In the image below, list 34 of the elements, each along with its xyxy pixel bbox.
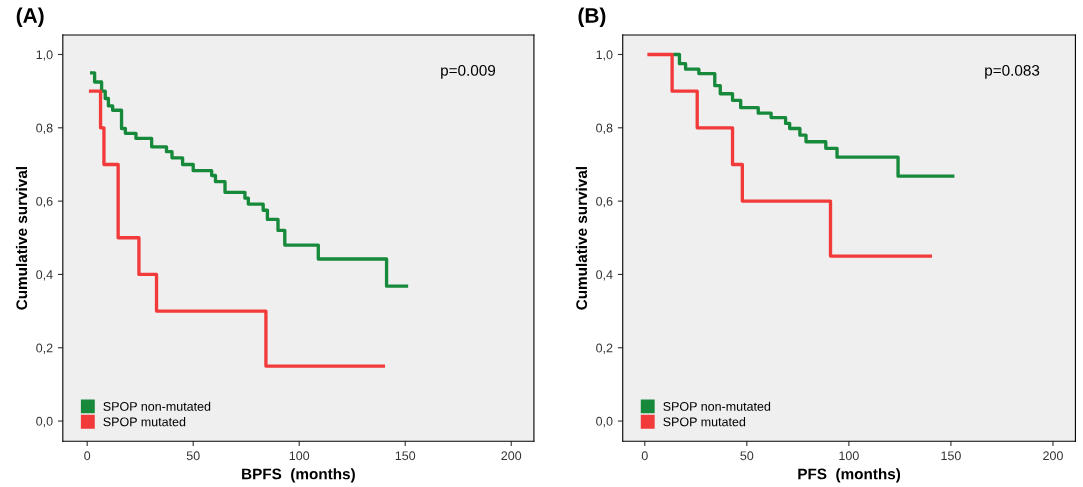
x-axis-title: BPFS (months) xyxy=(242,468,355,483)
y-tick-label: 1,0 xyxy=(596,50,613,61)
legend-label: SPOP mutated xyxy=(663,417,746,427)
y-axis-title: Cumulative survival xyxy=(15,167,28,310)
annotation: p=0.009 xyxy=(441,65,496,79)
y-tick-label: 0,6 xyxy=(36,196,53,208)
y-tick-label: 0,4 xyxy=(36,270,53,281)
x-tick-label: 200 xyxy=(501,451,522,461)
y-tick-label: 0,0 xyxy=(596,416,613,428)
x-tick-label: 0 xyxy=(84,451,91,461)
x-tick-label: 150 xyxy=(941,451,961,461)
x-tick-label: 50 xyxy=(186,451,200,461)
y-tick-label: 0,6 xyxy=(596,196,613,208)
y-tick-label: 1,0 xyxy=(36,50,53,61)
legend-label: SPOP non-mutated xyxy=(103,401,211,411)
legend-label: SPOP mutated xyxy=(103,417,186,427)
x-tick-label: 150 xyxy=(395,451,416,461)
x-tick-label: 100 xyxy=(839,451,859,461)
x-tick-label: 100 xyxy=(289,451,310,461)
chart-title: (B) xyxy=(578,7,606,27)
annotation: p=0.083 xyxy=(985,65,1040,79)
y-tick-label: 0,4 xyxy=(596,270,613,281)
y-tick-label: 0,2 xyxy=(36,343,53,354)
y-axis-title: Cumulative survival xyxy=(575,167,588,310)
x-axis-title: PFS (months) xyxy=(798,468,901,483)
x-tick-label: 200 xyxy=(1043,451,1063,461)
legend-label: SPOP non-mutated xyxy=(663,401,771,411)
y-tick-label: 0,2 xyxy=(596,343,613,354)
y-tick-label: 0,8 xyxy=(36,123,53,134)
x-tick-label: 0 xyxy=(641,451,648,461)
y-tick-label: 0,0 xyxy=(36,416,53,428)
chart-title: (A) xyxy=(16,7,44,27)
x-tick-label: 50 xyxy=(740,451,754,461)
y-tick-label: 0,8 xyxy=(596,123,613,134)
